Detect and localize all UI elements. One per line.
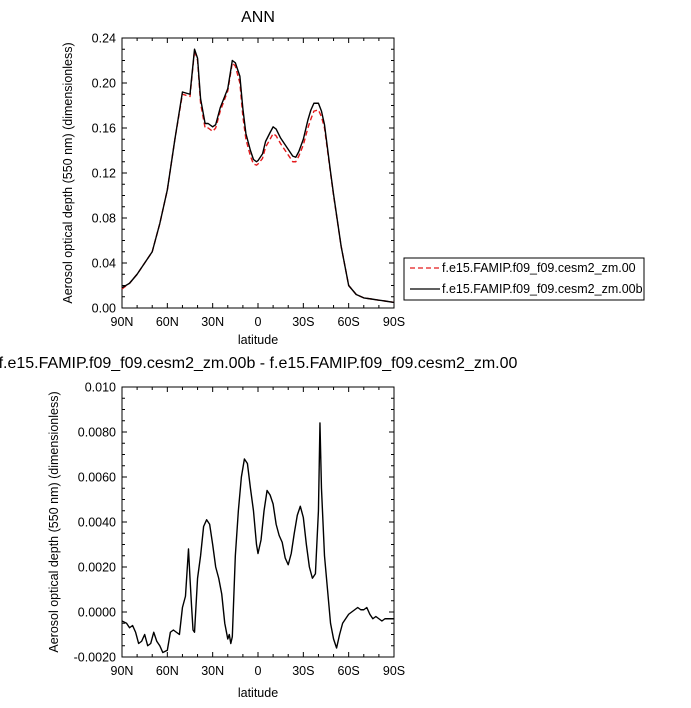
bottom-y-tick-label: 0.0060: [78, 471, 116, 485]
top-axis-ticks: 90N 60N 30N 0 30S 60S 90S 0.00 0.04 0.08 0.12 0.16 0…: [92, 32, 405, 330]
legend-box: [403, 257, 645, 301]
bottom-axis-ticks: 90N 60N 30N 0 30S 60S 90S -0.0020 0.0000 0.0020 0.…: [74, 381, 406, 679]
top-x-tick-label: 30S: [292, 315, 314, 329]
bottom-y-tick-label: 0.0020: [78, 561, 116, 575]
bottom-y-tick-label: 0.0080: [78, 426, 116, 440]
bottom-x-axis-label: latitude: [238, 686, 278, 700]
top-plot-frame: [121, 37, 395, 309]
bottom-series-line-1: [121, 422, 394, 654]
bottom-x-tick-label: 60S: [338, 664, 360, 678]
top-y-tick-label: 0.00: [92, 302, 116, 316]
bottom-plot-title: f.e15.FAMIP.f09_f09.cesm2_zm.00b - f.e15…: [0, 355, 518, 372]
top-series-line-1: [121, 49, 395, 304]
top-series-line-2: [121, 48, 395, 304]
bottom-x-tick-label: 60N: [156, 664, 179, 678]
bottom-y-tick-label: -0.0020: [74, 651, 116, 665]
top-x-tick-label: 0: [255, 315, 262, 329]
legend: f.e15.FAMIP.f09_f09.cesm2_zm.00 f.e15.FA…: [403, 257, 645, 301]
bottom-y-axis-label: Aerosol optical depth (550 nm) (dimensio…: [47, 391, 61, 652]
bottom-y-tick-label: 0.0000: [78, 606, 116, 620]
top-x-tick-label: 30N: [201, 315, 224, 329]
bottom-x-tick-label: 90S: [383, 664, 405, 678]
bottom-plot-frame: [121, 386, 395, 658]
top-panel: ANN 90N 60N 30N 0 30S 60S 90S 0.00 0.04 0.08 0.12 0…: [61, 9, 645, 347]
bottom-y-tick-label: 0.010: [85, 381, 116, 395]
top-y-tick-label: 0.04: [92, 257, 116, 271]
top-y-tick-label: 0.20: [92, 77, 116, 91]
bottom-x-tick-label: 30S: [292, 664, 314, 678]
bottom-x-tick-label: 0: [255, 664, 262, 678]
top-x-tick-label: 90S: [383, 315, 405, 329]
top-plot-title: ANN: [241, 9, 275, 26]
bottom-x-tick-label: 30N: [201, 664, 224, 678]
top-x-tick-label: 90N: [111, 315, 134, 329]
bottom-x-tick-label: 90N: [111, 664, 134, 678]
top-y-axis-label: Aerosol optical depth (550 nm) (dimensio…: [61, 42, 75, 303]
bottom-panel: f.e15.FAMIP.f09_f09.cesm2_zm.00b - f.e15…: [0, 355, 518, 700]
top-y-tick-label: 0.24: [92, 32, 116, 46]
top-x-tick-label: 60S: [338, 315, 360, 329]
top-data-lines: [121, 48, 395, 304]
legend-label-series-2: f.e15.FAMIP.f09_f09.cesm2_zm.00b: [442, 282, 643, 296]
bottom-y-tick-label: 0.0040: [78, 516, 116, 530]
bottom-data-lines: [121, 422, 394, 654]
top-x-tick-label: 60N: [156, 315, 179, 329]
top-y-tick-label: 0.12: [92, 167, 116, 181]
legend-label-series-1: f.e15.FAMIP.f09_f09.cesm2_zm.00: [442, 261, 636, 275]
top-x-axis-label: latitude: [238, 333, 278, 347]
top-y-tick-label: 0.16: [92, 122, 116, 136]
top-y-tick-label: 0.08: [92, 212, 116, 226]
